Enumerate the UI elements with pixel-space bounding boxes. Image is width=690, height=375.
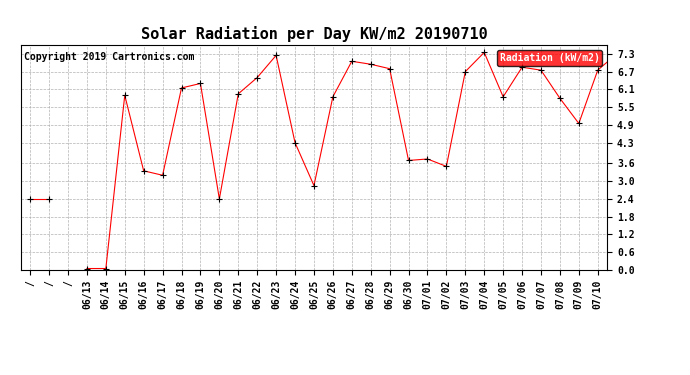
Text: Copyright 2019 Cartronics.com: Copyright 2019 Cartronics.com	[23, 52, 194, 62]
Title: Solar Radiation per Day KW/m2 20190710: Solar Radiation per Day KW/m2 20190710	[141, 27, 487, 42]
Legend: Radiation (kW/m2): Radiation (kW/m2)	[497, 50, 602, 66]
